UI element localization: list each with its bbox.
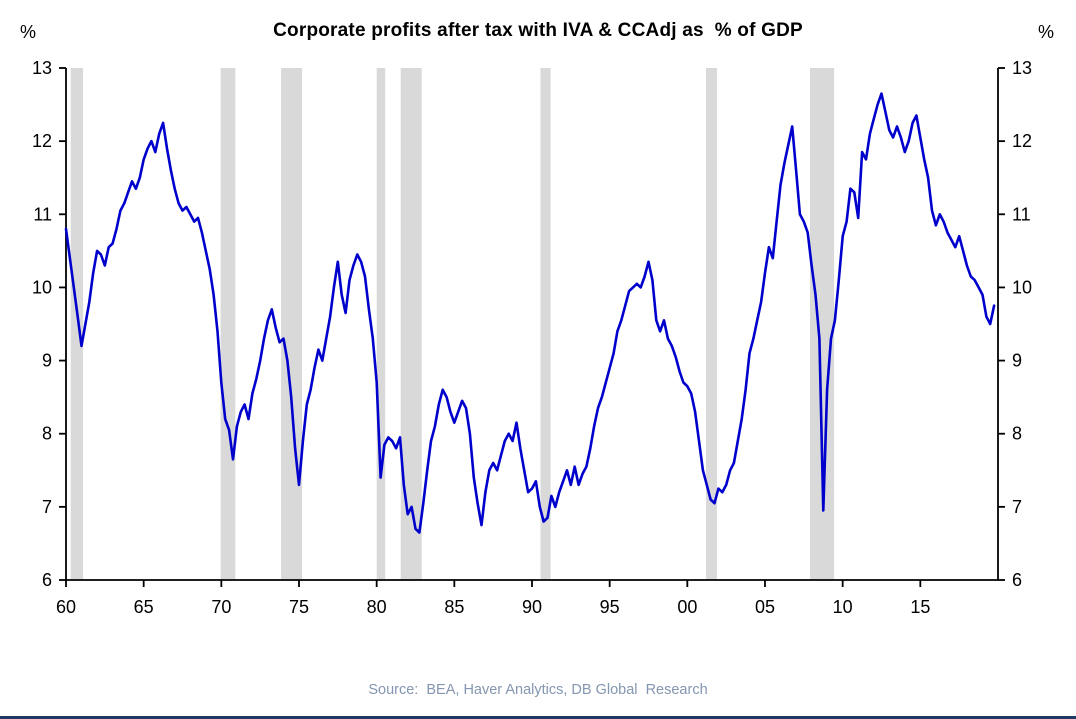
profits-line-chart: 6 6 7 7 8 8 9 9 10 10 11 11 12 12 13 13 60 65 70 75 80 85 90 95… (32, 58, 1032, 617)
chart-title: Corporate profits after tax with IVA & C… (273, 20, 803, 41)
y-tick-label-right: 9 (1012, 351, 1022, 371)
y-tick-label-left: 12 (32, 131, 52, 151)
y-tick-label-right: 10 (1012, 277, 1032, 297)
y-tick-label-left: 11 (33, 204, 52, 224)
y-tick-label-right: 8 (1012, 424, 1022, 444)
recession-band (376, 68, 386, 580)
y-tick-label-right: 6 (1012, 570, 1022, 590)
y-tick-label-right: 13 (1012, 58, 1032, 78)
y-axis-unit-right: % (1037, 22, 1054, 42)
recession-band (281, 68, 303, 580)
y-tick-label-left: 6 (42, 570, 52, 590)
x-tick-label: 15 (910, 597, 930, 617)
x-tick-label: 00 (677, 597, 697, 617)
chart-header: % Corporate profits after tax with IVA &… (0, 14, 1076, 50)
x-tick-label: 05 (755, 597, 775, 617)
y-tick-label-left: 7 (42, 497, 52, 517)
recession-band (70, 68, 84, 580)
x-tick-label: 90 (522, 597, 542, 617)
x-tick-label: 95 (600, 597, 620, 617)
recession-band (706, 68, 717, 580)
recession-band (220, 68, 236, 580)
y-tick-label-left: 13 (32, 58, 52, 78)
x-tick-label: 60 (56, 597, 76, 617)
y-axis-unit-left: % (20, 22, 37, 42)
x-tick-label: 10 (833, 597, 853, 617)
y-tick-label-right: 11 (1012, 204, 1031, 224)
y-tick-label-right: 7 (1012, 497, 1022, 517)
recession-band (540, 68, 551, 580)
y-tick-label-left: 8 (42, 424, 52, 444)
x-tick-label: 65 (134, 597, 154, 617)
bottom-divider (0, 716, 1076, 719)
source-note: Source: BEA, Haver Analytics, DB Global … (368, 682, 708, 698)
profits-line (64, 92, 996, 534)
x-tick-label: 80 (367, 597, 387, 617)
x-tick-label: 70 (211, 597, 231, 617)
y-tick-label-left: 10 (32, 277, 52, 297)
x-tick-label: 75 (289, 597, 309, 617)
y-tick-label-right: 12 (1012, 131, 1032, 151)
y-tick-label-left: 9 (42, 351, 52, 371)
recession-band (400, 68, 422, 580)
x-tick-label: 85 (444, 597, 464, 617)
